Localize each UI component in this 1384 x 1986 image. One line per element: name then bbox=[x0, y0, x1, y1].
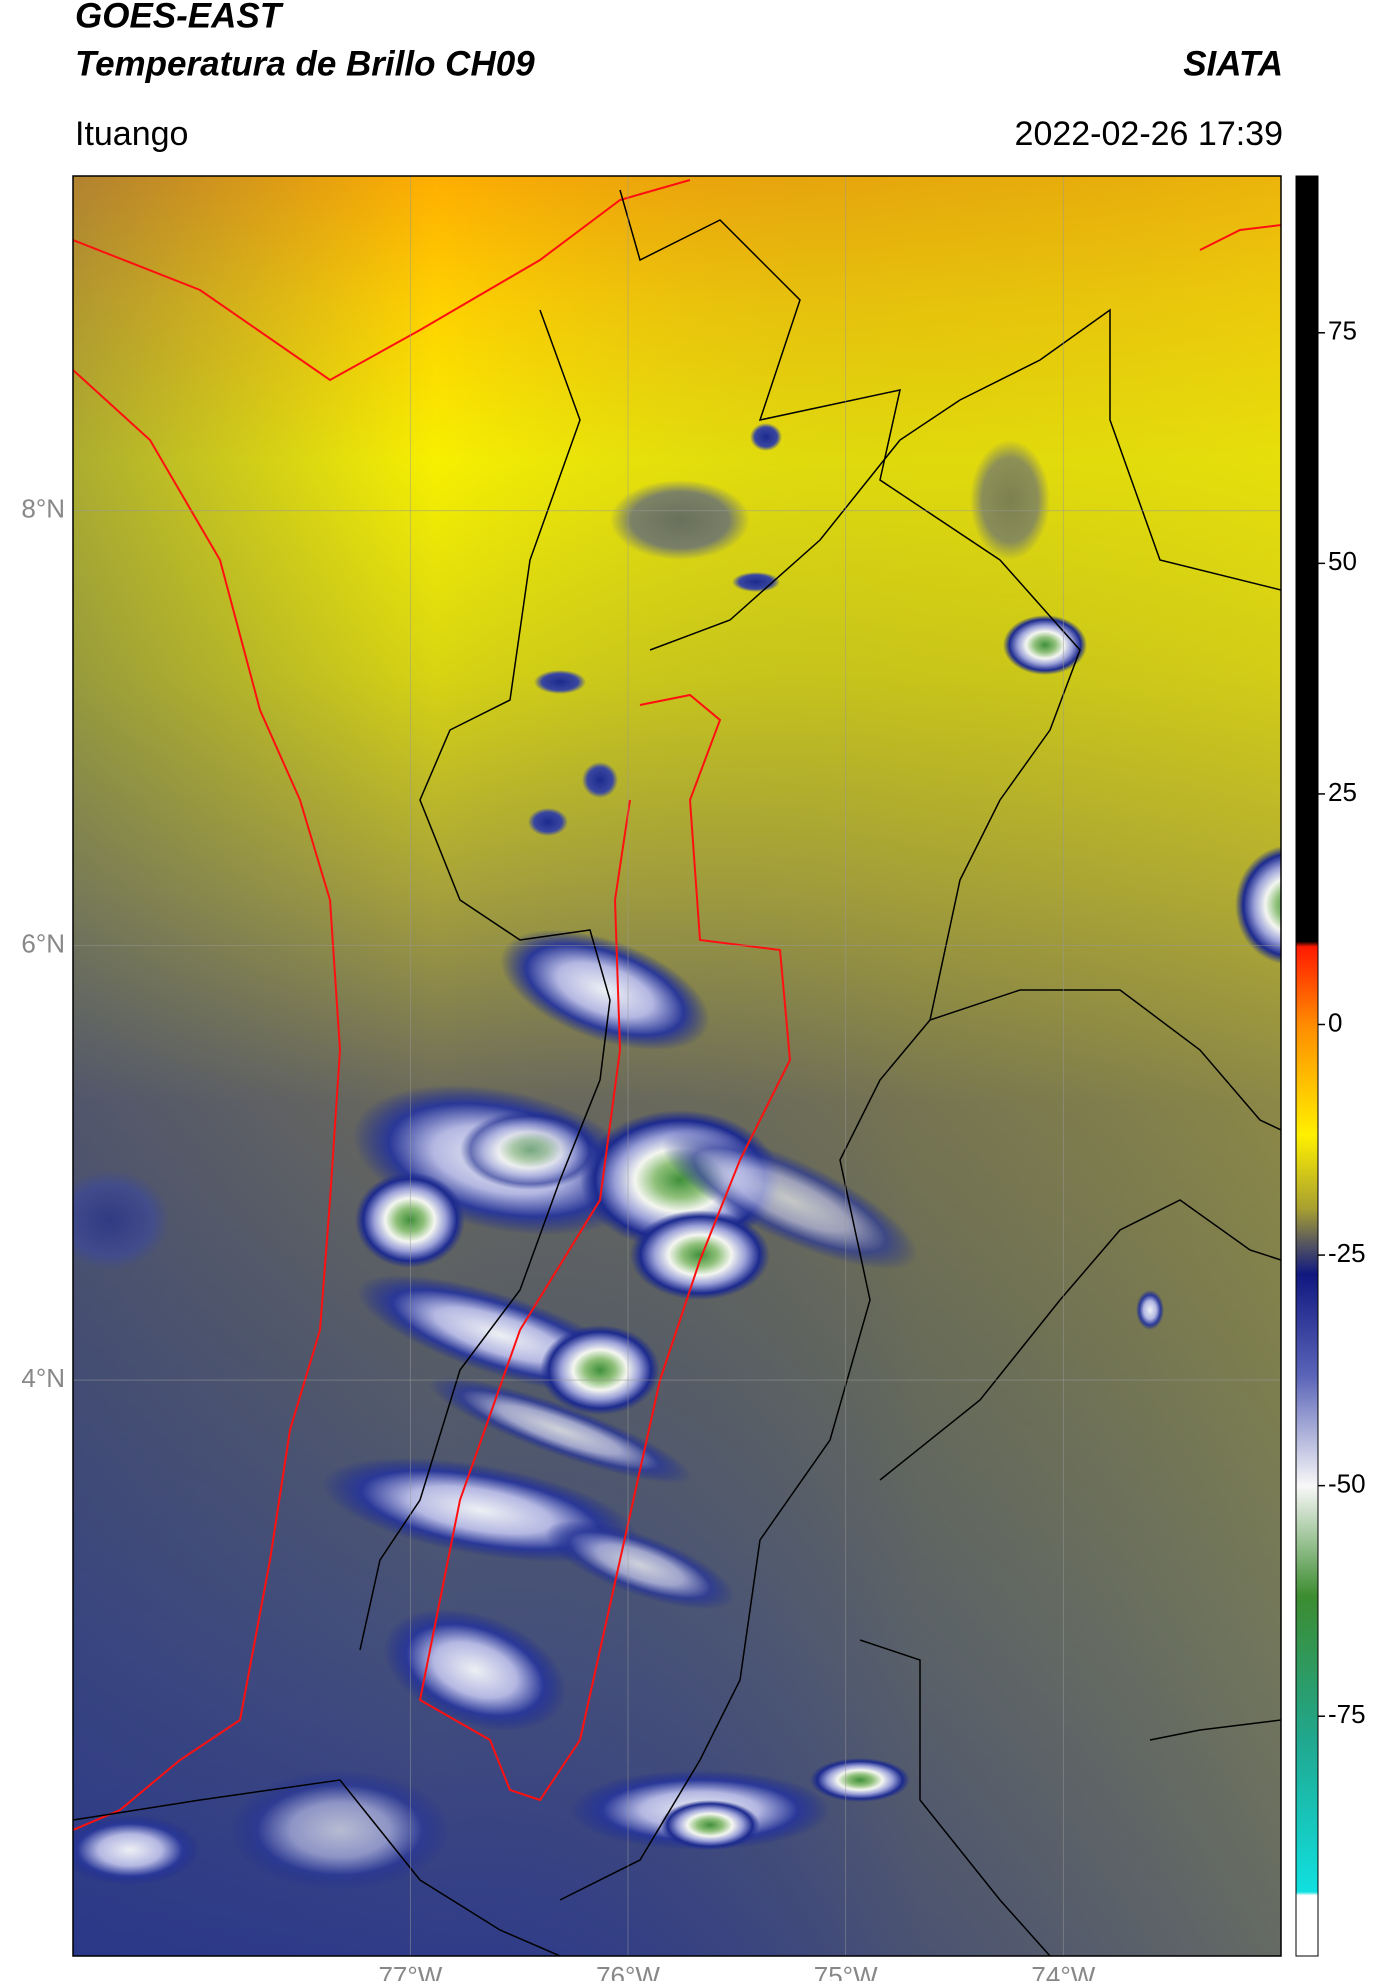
datetime: 2022-02-26 17:39 bbox=[1015, 115, 1283, 153]
x-tick-label: 74°W bbox=[1031, 1961, 1095, 1981]
title: GOES-EAST bbox=[75, 0, 284, 35]
colorbar bbox=[1295, 175, 1319, 1957]
source: SIATA bbox=[1183, 44, 1283, 83]
colorbar-tick-label: 50 bbox=[1328, 546, 1357, 576]
x-tick-label: 75°W bbox=[814, 1961, 878, 1981]
colorbar-tick-label: -25 bbox=[1328, 1238, 1366, 1268]
graticule bbox=[73, 176, 1281, 1956]
subtitle: Temperatura de Brillo CH09 bbox=[75, 44, 535, 83]
x-tick-label: 76°W bbox=[596, 1961, 660, 1981]
map-frame bbox=[72, 175, 1282, 1957]
x-tick-label: 77°W bbox=[378, 1961, 442, 1981]
colorbar-tick-label: 75 bbox=[1328, 316, 1357, 346]
y-tick-label: 8°N bbox=[21, 494, 65, 524]
colorbar-tick-label: -75 bbox=[1328, 1699, 1366, 1729]
satellite-image bbox=[73, 176, 1281, 1956]
colorbar-tick-label: 25 bbox=[1328, 777, 1357, 807]
colorbar-tick-label: 0 bbox=[1328, 1007, 1342, 1037]
location: Ituango bbox=[75, 115, 188, 153]
colorbar-tick-label: -50 bbox=[1328, 1469, 1366, 1499]
y-tick-label: 6°N bbox=[21, 928, 65, 958]
y-tick-label: 4°N bbox=[21, 1363, 65, 1393]
